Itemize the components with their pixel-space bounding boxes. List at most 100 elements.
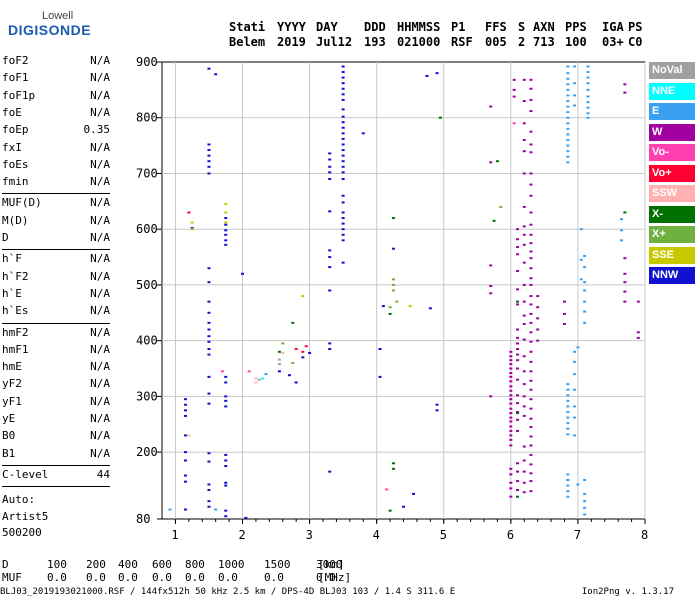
param-row: yE N/A bbox=[2, 412, 110, 428]
echo-point-w bbox=[509, 467, 513, 470]
echo-point-nnw bbox=[214, 73, 218, 76]
echo-point-e bbox=[566, 139, 570, 142]
echo-point-w bbox=[516, 402, 520, 405]
echo-point-nnw bbox=[207, 160, 211, 163]
echo-point-nnw bbox=[328, 249, 332, 252]
param-name: hmF1 bbox=[2, 342, 29, 356]
y-tick-label: 800 bbox=[136, 111, 158, 125]
echo-point-w bbox=[529, 194, 533, 197]
param-value: N/A bbox=[90, 54, 110, 67]
param-name: h`F bbox=[2, 252, 22, 266]
echo-point-nnw bbox=[412, 492, 416, 495]
echo-point-e bbox=[566, 72, 570, 75]
echo-point-nnw bbox=[328, 178, 332, 181]
echo-point-x- bbox=[391, 217, 395, 220]
echo-point-w bbox=[516, 470, 520, 473]
muf-value: 0.0 bbox=[118, 571, 138, 584]
param-name: hmF2 bbox=[2, 325, 29, 339]
echo-point-e bbox=[566, 484, 570, 487]
echo-point-nnw bbox=[207, 165, 211, 168]
echo-point-e bbox=[566, 111, 570, 114]
muf-unit: [MHz] bbox=[318, 571, 352, 584]
echo-point-noval bbox=[257, 378, 261, 381]
echo-point-e bbox=[566, 399, 570, 402]
echo-point-e bbox=[573, 434, 577, 437]
echo-point-w bbox=[509, 394, 513, 397]
y-tick-label: 500 bbox=[136, 278, 158, 292]
y-tick-label: 600 bbox=[136, 222, 158, 236]
echo-point-w bbox=[529, 250, 533, 253]
echo-point-vo- bbox=[512, 122, 516, 125]
echo-point-e bbox=[566, 422, 570, 425]
echo-point-e bbox=[168, 508, 172, 511]
echo-point-w bbox=[522, 338, 526, 341]
echo-point-w bbox=[529, 407, 533, 410]
param-row: hmE N/A bbox=[2, 360, 110, 376]
echo-point-w bbox=[623, 272, 627, 275]
echo-point-w bbox=[522, 172, 526, 175]
echo-point-w bbox=[516, 480, 520, 483]
echo-point-nnw bbox=[341, 143, 345, 146]
echo-point-w bbox=[509, 402, 513, 405]
echo-point-w bbox=[529, 398, 533, 401]
echo-point-x- bbox=[391, 283, 395, 286]
param-name: hmE bbox=[2, 360, 22, 374]
echo-point-w bbox=[563, 322, 566, 325]
echo-point-nnw bbox=[183, 508, 187, 511]
echo-point-e bbox=[566, 427, 570, 430]
echo-point-w bbox=[623, 91, 627, 94]
echo-point-nnw bbox=[341, 154, 345, 157]
legend-x-: X+ bbox=[649, 226, 695, 243]
echo-point-e bbox=[586, 116, 590, 119]
echo-point-noval bbox=[277, 358, 281, 361]
param-value: N/A bbox=[90, 231, 110, 244]
echo-point-w bbox=[522, 233, 526, 236]
echo-point-nnw bbox=[341, 171, 345, 174]
echo-point-w bbox=[509, 438, 513, 441]
echo-point-w bbox=[522, 150, 526, 153]
echo-point-x- bbox=[388, 312, 392, 315]
echo-point-nnw bbox=[341, 228, 345, 231]
echo-point-x- bbox=[391, 289, 395, 292]
param-name: foE bbox=[2, 105, 22, 119]
param-row: fmin N/A bbox=[2, 175, 110, 191]
echo-point-nnw bbox=[328, 171, 332, 174]
echo-point-nnw bbox=[207, 489, 211, 492]
param-row: h`Es N/A bbox=[2, 304, 110, 320]
echo-point-nnw bbox=[207, 328, 211, 331]
echo-point-nnw bbox=[341, 160, 345, 163]
echo-point-nnw bbox=[341, 93, 345, 96]
echo-point-w bbox=[522, 139, 526, 142]
muf-value: 0.0 bbox=[218, 571, 238, 584]
legend-nnw: NNW bbox=[649, 267, 695, 284]
echo-point-x- bbox=[291, 321, 295, 324]
echo-point-e bbox=[586, 88, 590, 91]
header-col-pps: PPS 100 bbox=[565, 20, 587, 50]
echo-point-w bbox=[522, 225, 526, 228]
echo-point-nnw bbox=[328, 470, 332, 473]
param-name: foF1p bbox=[2, 88, 36, 102]
param-value: N/A bbox=[90, 394, 110, 408]
header-value: RSF bbox=[451, 35, 473, 49]
echo-point-e bbox=[566, 388, 570, 391]
muf-value: 0.0 bbox=[185, 571, 205, 584]
echo-point-x- bbox=[495, 160, 499, 163]
echo-point-x- bbox=[391, 467, 395, 470]
echo-point-w bbox=[516, 238, 520, 241]
header-value: 713 bbox=[533, 35, 555, 49]
echo-point-x- bbox=[291, 361, 295, 364]
echo-point-w bbox=[516, 462, 520, 465]
echo-point-nnw bbox=[328, 342, 332, 345]
echo-point-e bbox=[583, 321, 587, 324]
echo-point-nnw bbox=[341, 261, 345, 264]
echo-point-e bbox=[579, 278, 583, 281]
echo-point-nnw bbox=[207, 311, 211, 314]
plot-frame bbox=[161, 61, 646, 520]
param-name: M(D) bbox=[2, 213, 29, 227]
echo-point-w bbox=[522, 78, 526, 81]
legend-w: W bbox=[649, 123, 695, 141]
echo-point-w bbox=[529, 321, 533, 324]
echo-point-w bbox=[529, 417, 533, 420]
echo-point-w bbox=[529, 426, 533, 429]
